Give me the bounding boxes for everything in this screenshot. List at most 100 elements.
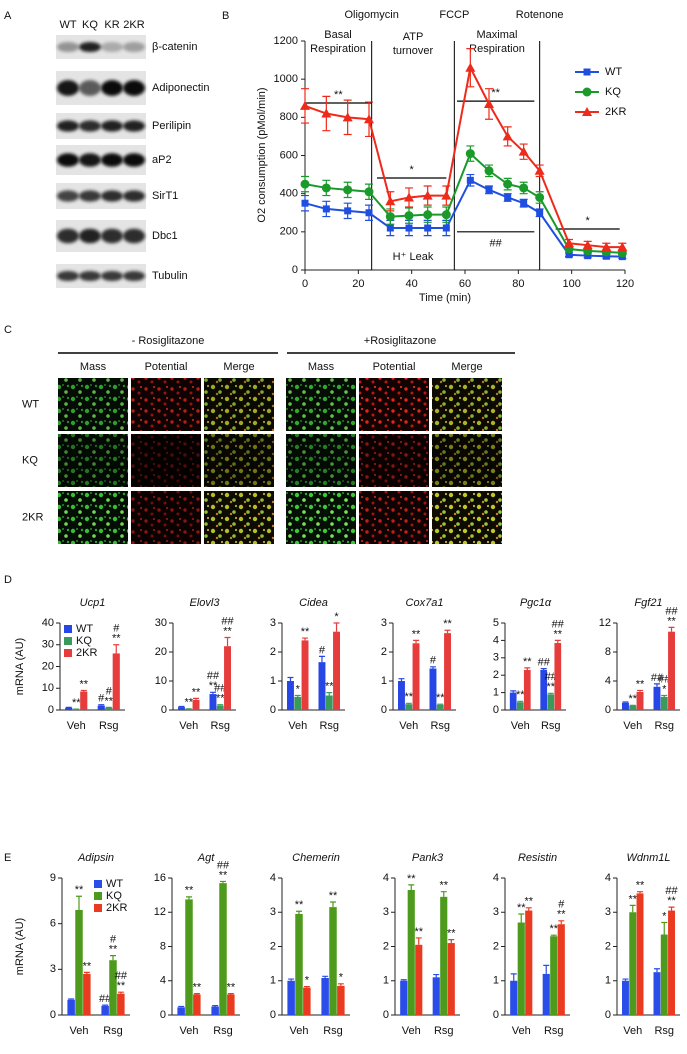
blot-strip [56,71,146,105]
significance-label: * [305,974,310,986]
significance-label: ** [407,873,416,885]
blot-band [101,120,123,131]
x-tick-label: 60 [459,278,471,290]
micrograph [432,491,502,544]
chart-title: Wdnm1L [626,852,670,864]
panel-label: D [4,574,12,586]
marker [323,205,330,212]
y-tick-label: 1 [270,975,276,987]
micrograph [131,491,201,544]
bar [661,697,668,710]
legend-swatch [94,880,102,888]
micrograph [359,378,429,431]
x-tick-label: Rsg [430,720,450,732]
error-bar [401,980,407,981]
blot-strip [56,113,146,139]
panel-label: E [4,852,11,864]
y-tick-label: 0 [160,1009,166,1021]
condition-label: - Rosiglitazone [132,335,205,347]
chart-title: Ucp1 [80,597,106,609]
bar [622,981,629,1015]
bar [67,1000,74,1015]
phase-label: Basal [324,29,352,41]
x-tick-label: Veh [70,1025,89,1037]
y-tick-label: 12 [599,617,611,629]
marker [485,166,494,175]
error-bar [661,696,667,697]
significance-label: * [586,215,591,227]
marker [519,183,528,192]
x-tick-label: Veh [180,1025,199,1037]
bar [668,632,675,710]
significance-label: ** [412,628,421,640]
significance-label: ** [554,628,563,640]
y-tick-label: 3 [493,652,499,664]
error-bar [118,992,124,994]
blot-band [57,153,79,166]
y-tick-label: 1 [270,675,276,687]
x-tick-label: Veh [512,1025,531,1037]
significance-label: ** [295,899,304,911]
y-tick-label: 3 [270,906,276,918]
marker [536,209,543,216]
series-line [305,154,622,253]
bar [105,708,112,710]
marker [344,207,351,214]
error-bar [178,1006,184,1007]
significance-label: ** [112,633,121,645]
error-bar [654,969,660,972]
chart-title: Resistin [518,852,557,864]
blot-band [57,229,79,244]
x-tick-label: 80 [512,278,524,290]
y-tick-label: 200 [280,226,298,238]
bar [654,972,661,1015]
bar [405,704,412,710]
error-bar [296,911,302,914]
significance-label: ** [219,869,228,881]
x-tick-label: Rsg [323,1025,343,1037]
marker [366,209,373,216]
significance-label: ** [667,615,676,627]
injection-label: FCCP [439,9,469,21]
error-bar [543,965,549,974]
y-tick-label: 2 [270,646,276,658]
protein-label: Dbc1 [152,230,178,242]
error-bar [287,678,293,681]
significance-label: ** [79,678,88,690]
bar [193,994,200,1015]
y-tick-label: 40 [42,617,54,629]
marker [583,88,592,97]
significance-label: ** [75,884,84,896]
bar [654,687,661,710]
x-tick-label: 120 [616,278,634,290]
phase-label: Respiration [310,43,366,55]
x-tick-label: Veh [399,720,418,732]
y-tick-label: 3 [270,617,276,629]
significance-label: ** [516,689,525,701]
y-tick-label: 2 [270,940,276,952]
error-bar [334,623,340,632]
error-bar [228,994,234,995]
error-bar [548,693,554,694]
y-tick-label: 8 [160,940,166,952]
lane-label: WT [59,19,76,31]
bar [437,705,444,710]
bar [224,646,231,710]
blot-band [123,80,145,96]
injection-label: Rotenone [516,9,564,21]
blot-band [123,229,145,244]
significance-label: ** [443,618,452,630]
blot-band [57,190,79,201]
channel-label: Potential [373,361,416,373]
x-tick-label: 20 [352,278,364,290]
blot-band [101,190,123,201]
y-tick-label: 20 [42,660,54,672]
phase-label: H⁺ Leak [393,251,434,263]
channel-label: Mass [80,361,107,373]
legend-label: KQ [605,86,621,98]
blot-band [79,42,101,52]
bar [193,700,200,710]
error-bar [669,627,675,631]
chart-title: Cox7a1 [406,597,444,609]
